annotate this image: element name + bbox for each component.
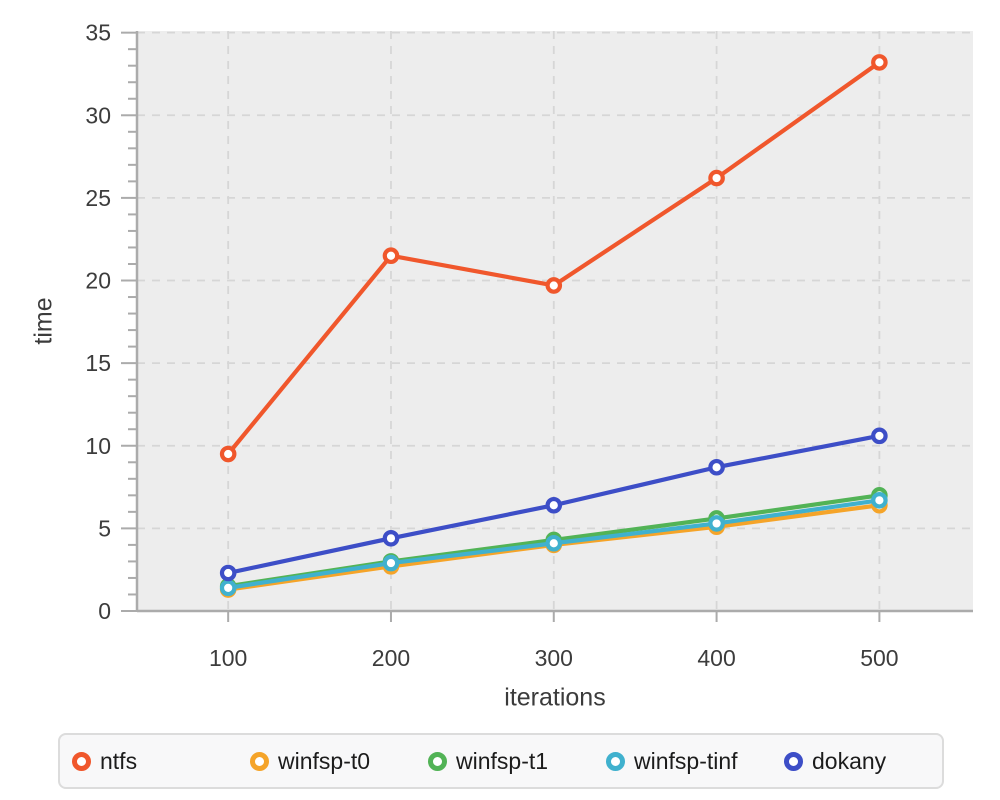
legend-marker-icon	[72, 751, 91, 771]
legend-item-winfsp-t0[interactable]: winfsp-t0	[250, 748, 428, 775]
x-tick-label: 300	[535, 645, 573, 671]
data-point-ntfs	[382, 247, 400, 265]
legend-marker-icon	[250, 751, 269, 771]
legend-label: ntfs	[100, 747, 138, 774]
legend: ntfs winfsp-t0 winfsp-t1 winfsp-tinf dok…	[58, 733, 944, 789]
y-tick-label: 5	[98, 515, 111, 541]
data-point-dokany	[871, 427, 888, 445]
y-tick-label: 25	[85, 185, 111, 211]
legend-item-winfsp-t1[interactable]: winfsp-t1	[428, 748, 606, 775]
legend-label: winfsp-t0	[278, 747, 371, 774]
data-point-ntfs	[708, 169, 725, 187]
y-axis-title: time	[29, 297, 58, 345]
data-point-winfsp-tinf	[708, 515, 725, 532]
legend-item-ntfs[interactable]: ntfs	[72, 748, 250, 775]
data-point-dokany	[219, 564, 237, 582]
legend-label: winfsp-tinf	[634, 747, 738, 774]
data-point-ntfs	[219, 445, 237, 463]
legend-label: dokany	[812, 747, 887, 774]
x-tick-label: 500	[860, 645, 898, 671]
x-tick-label: 100	[209, 645, 247, 671]
legend-marker-icon	[428, 751, 447, 771]
data-point-dokany	[545, 496, 563, 514]
y-tick-label: 0	[98, 598, 111, 624]
y-tick-label: 35	[85, 20, 111, 46]
x-tick-label: 400	[697, 645, 735, 671]
data-point-ntfs	[871, 54, 888, 71]
legend-label: winfsp-t1	[456, 747, 549, 774]
legend-item-dokany[interactable]: dokany	[784, 748, 886, 775]
y-tick-label: 10	[85, 433, 111, 459]
data-point-dokany	[708, 458, 725, 476]
data-point-winfsp-tinf	[545, 534, 563, 552]
plot-area	[137, 31, 973, 611]
legend-marker-icon	[784, 751, 803, 771]
data-point-dokany	[382, 529, 400, 547]
y-tick-label: 30	[85, 102, 111, 128]
x-axis-title: iterations	[504, 683, 606, 712]
data-point-winfsp-tinf	[382, 554, 400, 572]
data-point-winfsp-tinf	[219, 579, 237, 597]
data-point-winfsp-tinf	[871, 491, 888, 509]
x-tick-label: 200	[372, 645, 410, 671]
y-tick-label: 15	[85, 350, 111, 376]
legend-marker-icon	[606, 751, 625, 771]
data-point-ntfs	[545, 277, 563, 294]
y-tick-label: 20	[85, 268, 111, 294]
legend-item-winfsp-tinf[interactable]: winfsp-tinf	[606, 748, 784, 775]
